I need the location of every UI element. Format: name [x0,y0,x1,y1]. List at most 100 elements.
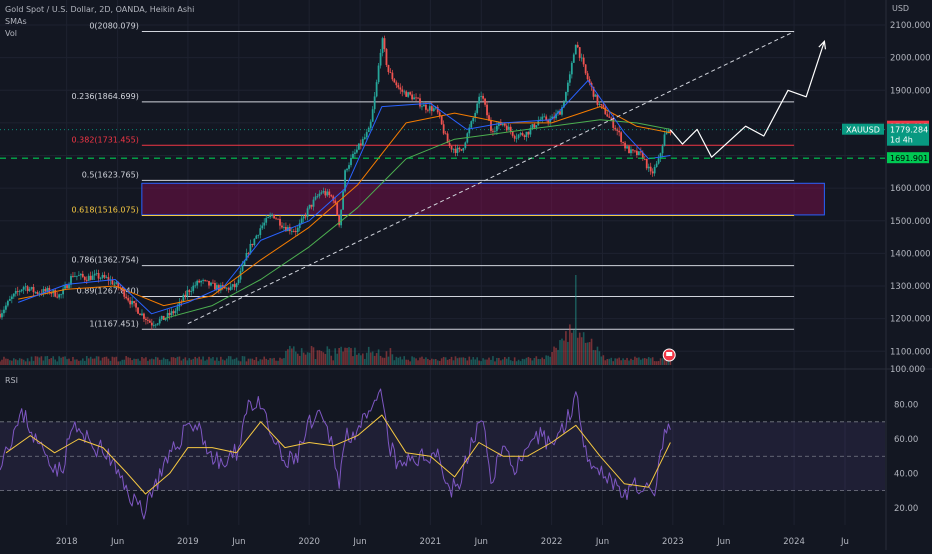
zone-layer [141,182,825,216]
candle-body [145,318,147,321]
candle-body [79,273,82,276]
volume-bar [511,361,514,365]
candle-body [95,273,98,274]
volume-bar [488,357,490,365]
volume-bar [452,360,455,365]
candle-body [419,98,421,107]
candle-body [235,283,238,288]
candle-body [1,313,3,318]
volume-bar [590,338,593,365]
volume-bar [70,361,72,365]
candle-body [580,57,583,59]
volume-bar [271,358,273,365]
volume-bar [38,357,41,365]
candle-body [204,280,206,281]
volume-bar [1,359,3,365]
candle-body [125,296,128,299]
volume-bar [385,351,388,365]
candle-body [509,126,512,132]
volume-bar [440,358,443,365]
candle-body [127,298,130,301]
candle-body [206,280,208,282]
volume-bar [478,360,480,365]
candle-body [32,287,35,293]
candle-body [565,91,567,103]
time-tick-label: Jun [716,537,730,547]
volume-bar [492,356,494,365]
volume-bar [133,358,135,365]
candle-body [186,290,189,297]
volume-bar [470,359,473,365]
candle-body [334,200,337,204]
candle-body [359,143,362,146]
time-tick-label: 2021 [420,537,442,547]
volume-bar [535,356,538,365]
candle-body [494,130,496,132]
volume-bar [82,358,84,365]
symbol-title[interactable]: Gold Spot / U.S. Dollar, 2D, OANDA, Heik… [5,5,195,14]
candle-body [492,130,494,132]
volume-bar [411,356,413,365]
volume-bar [365,352,368,365]
candle-body [344,170,346,192]
candle-body [263,222,266,226]
volume-bar [58,356,60,365]
candle-body [267,217,270,219]
volume-bar [358,353,360,365]
volume-bar [630,358,632,365]
candle-body [452,148,455,150]
volume-bar [216,357,218,365]
volume-bar [344,347,346,365]
candle-body [285,226,287,232]
volume-bar [62,356,64,365]
candle-body [517,134,520,138]
candle-body [196,280,199,286]
volume-bar [647,357,650,365]
indicator-smas-label[interactable]: SMAs [5,17,27,26]
candle-body [375,82,378,97]
candle-body [28,288,31,292]
volume-bar [312,347,315,365]
candle-body [83,276,86,280]
volume-bar [567,341,569,365]
volume-bar [259,359,262,365]
volume-bar [407,359,409,365]
candle-body [472,118,475,122]
candle-body [488,115,490,121]
volume-bar [164,359,167,365]
indicator-vol-label[interactable]: Vol [5,29,17,38]
volume-bar [661,358,664,365]
volume-bar [373,355,376,365]
candle-body [166,312,169,318]
volume-bar [223,360,226,365]
indicator-rsi-label[interactable]: RSI [5,376,18,385]
volume-bar [294,351,297,365]
volume-bar [283,358,285,365]
volume-bar [172,357,175,365]
volume-bar [348,347,350,365]
candle-body [525,131,528,138]
volume-bar [200,359,202,365]
candle-body [507,126,510,131]
volume-bar [352,356,354,365]
candle-body [164,317,167,321]
volume-bar [340,346,342,365]
volume-bar [389,348,392,365]
candle-body [290,230,293,232]
volume-bar [431,358,433,365]
volume-bar [620,360,622,365]
volume-bar [44,356,47,365]
volume-bar [403,356,406,365]
candle-body [72,275,74,277]
volume-bar [569,324,571,365]
candle-body [200,280,203,283]
volume-bar [425,357,427,365]
volume-bar [541,357,544,365]
candle-body [257,235,260,236]
volume-bar [208,356,210,365]
candle-body [99,277,102,279]
volume-bar [302,352,305,365]
candle-body [141,313,143,316]
